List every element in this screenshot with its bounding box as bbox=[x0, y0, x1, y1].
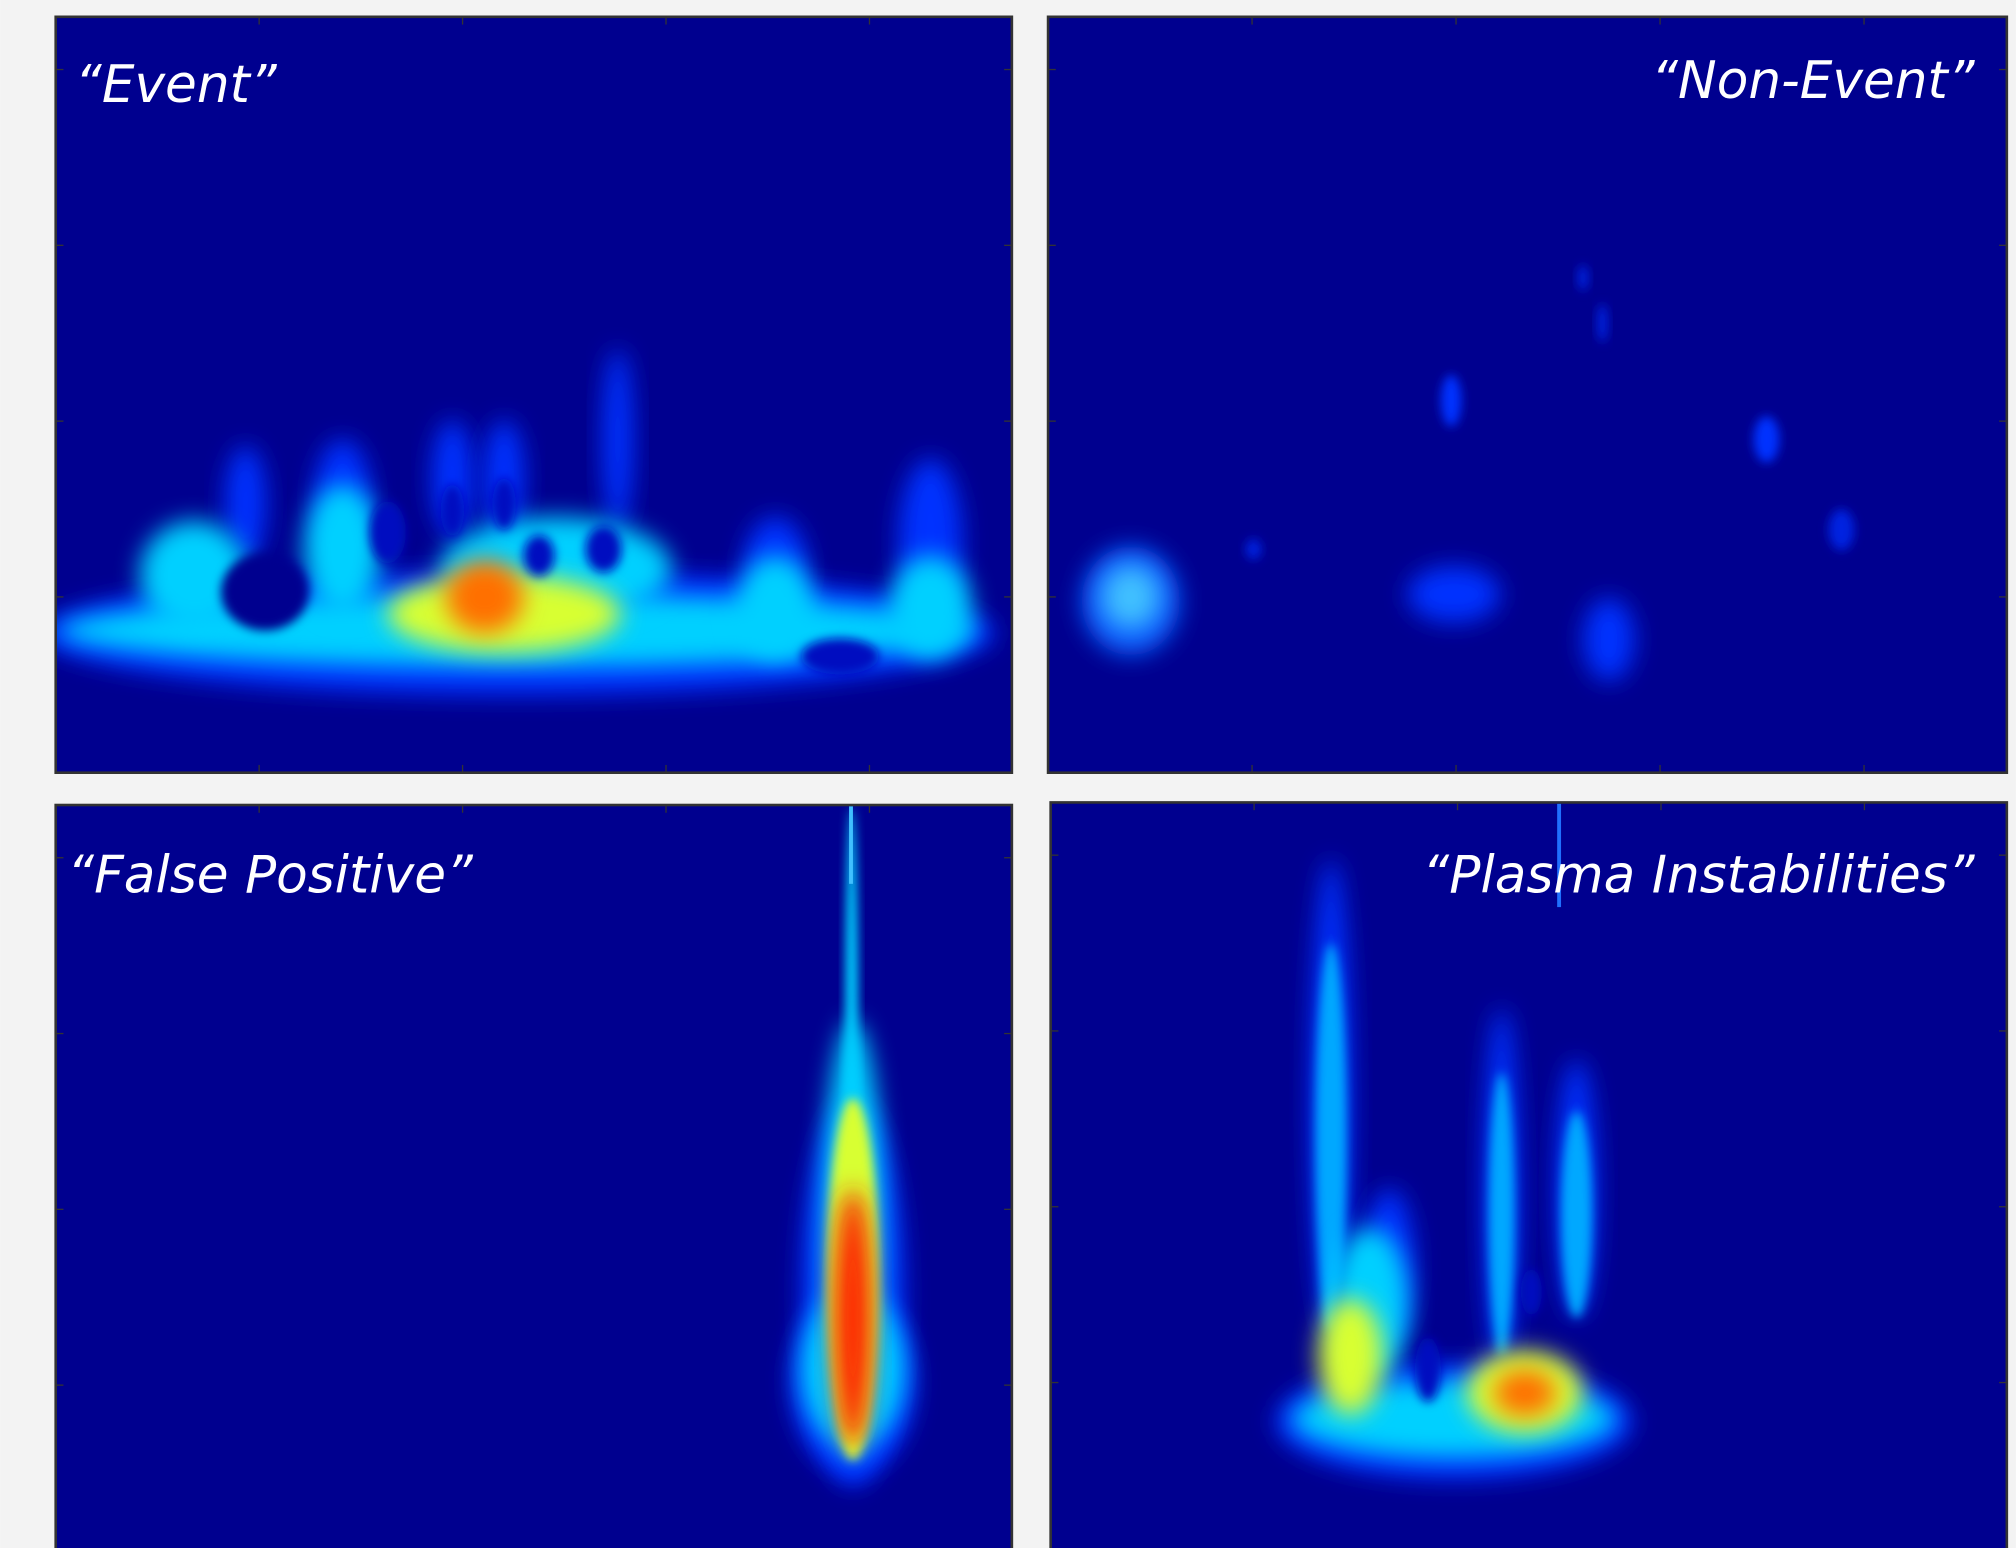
panel-frame bbox=[1048, 17, 2007, 773]
heat-blob bbox=[801, 638, 879, 674]
figure: “Event” “Non-Event” “False Positive” “Pl… bbox=[0, 0, 2016, 1548]
heat-blob bbox=[1494, 1370, 1556, 1417]
heat-blob bbox=[441, 485, 464, 537]
heat-blob bbox=[446, 561, 524, 633]
heat-blob bbox=[304, 485, 382, 614]
heat-blob bbox=[1561, 1111, 1592, 1318]
heat-blob bbox=[1415, 1337, 1441, 1402]
heat-blob bbox=[492, 478, 515, 530]
panel-label: “Non-Event” bbox=[1651, 51, 1975, 111]
heat-blob bbox=[1407, 566, 1500, 623]
heat-blob bbox=[370, 501, 406, 563]
heat-blob bbox=[221, 553, 309, 631]
heat-blob bbox=[1246, 539, 1262, 560]
heat-blob bbox=[1578, 265, 1588, 291]
heat-blob bbox=[889, 556, 972, 659]
heat-blob bbox=[1521, 1269, 1542, 1316]
heat-blob bbox=[1102, 566, 1159, 628]
heat-blob bbox=[585, 526, 621, 573]
heat-blob bbox=[602, 349, 633, 530]
heat-blob bbox=[834, 1189, 873, 1447]
heat-blob bbox=[1597, 304, 1607, 343]
panel-label: “False Positive” bbox=[67, 846, 474, 906]
heat-blob bbox=[1489, 1072, 1515, 1356]
panel-label: “Event” bbox=[75, 55, 278, 115]
panel-label: “Plasma Instabilities” bbox=[1422, 846, 1975, 906]
heat-blob bbox=[523, 535, 554, 576]
heat-blob bbox=[737, 556, 815, 659]
heat-streak bbox=[849, 806, 853, 884]
page: {"panels": [{"label": "“Event”"}, {"labe… bbox=[0, 0, 2016, 1548]
heat-blob bbox=[1754, 416, 1780, 463]
panel: “False Positive” bbox=[56, 805, 1012, 1548]
panel: “Plasma Instabilities” bbox=[1051, 802, 2007, 1548]
panel: “Non-Event” bbox=[1048, 17, 2007, 773]
heat-blob bbox=[1318, 1299, 1383, 1415]
panel: “Event” bbox=[39, 17, 1012, 773]
heat-blob bbox=[1829, 509, 1855, 550]
heat-blob bbox=[1441, 375, 1462, 427]
heat-blob bbox=[1583, 598, 1635, 681]
